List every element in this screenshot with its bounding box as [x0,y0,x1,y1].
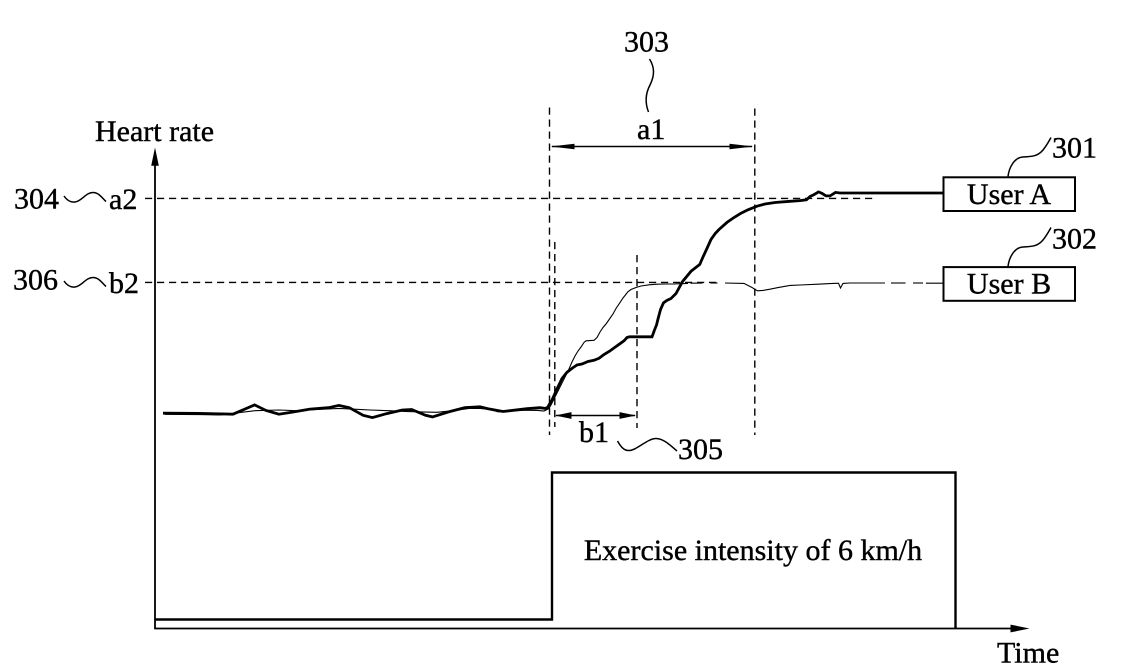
svg-text:a1: a1 [637,113,665,146]
svg-text:Time: Time [997,637,1059,668]
svg-text:305: 305 [678,433,723,466]
svg-text:302: 302 [1052,223,1097,256]
svg-text:b2: b2 [109,267,139,300]
svg-text:304: 304 [14,183,59,216]
svg-text:b1: b1 [579,416,609,449]
svg-text:User A: User A [967,178,1051,211]
svg-text:306: 306 [13,264,58,297]
svg-text:303: 303 [624,26,669,59]
svg-text:Exercise intensity of 6 km/h: Exercise intensity of 6 km/h [584,534,922,567]
svg-text:301: 301 [1052,132,1097,165]
svg-text:User B: User B [967,268,1051,301]
svg-text:a2: a2 [109,183,137,216]
svg-text:Heart rate: Heart rate [95,115,214,148]
